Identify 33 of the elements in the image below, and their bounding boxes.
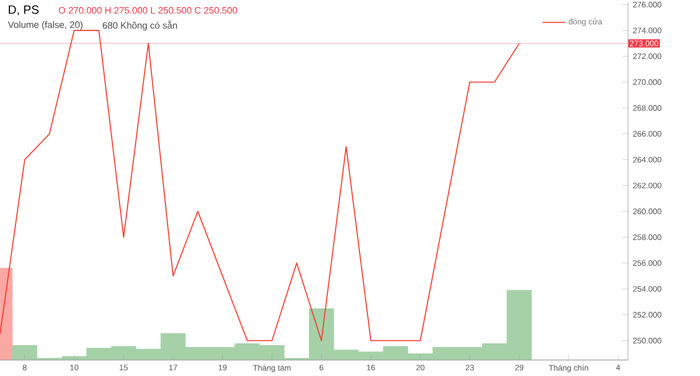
- x-tick-label: Tháng tám: [253, 364, 291, 372]
- annotation: O 270.000 H 275.000 L 250.500 C 250.500: [58, 7, 238, 14]
- y-tick-label: 256.000: [633, 260, 662, 266]
- y-tick-label: 266.000: [633, 130, 662, 137]
- x-tick-label: 15: [120, 364, 128, 370]
- y-tick-label: 260.000: [633, 208, 662, 214]
- x-tick-label: 4: [616, 364, 620, 370]
- y-tick-label: 264.000: [633, 156, 662, 163]
- y-tick-label: 252.000: [633, 312, 662, 318]
- x-tick-label: 8: [22, 364, 27, 370]
- chart-title: D, PS: [8, 5, 39, 16]
- y-tick-label: 276.000: [633, 2, 662, 8]
- y-tick-label: 274.000: [633, 28, 662, 34]
- x-tick-label: 6: [320, 364, 324, 370]
- x-tick-label: 17: [169, 364, 178, 370]
- x-tick-label: 20: [416, 364, 424, 370]
- legend-label: đóng cửa: [568, 18, 602, 26]
- y-tick-label: 258.000: [633, 234, 662, 240]
- y-tick-label: 270.000: [633, 79, 662, 85]
- y-tick-label: 272.000: [633, 53, 662, 60]
- x-tick-label: 19: [218, 364, 227, 370]
- x-tick-label: 29: [515, 364, 524, 370]
- x-tick-label: 23: [466, 364, 474, 370]
- x-tick-label: Tháng chín: [548, 364, 588, 372]
- annotation: Volume (false, 20): [8, 21, 83, 30]
- x-tick-label: 10: [70, 364, 78, 370]
- y-tick-label: 254.000: [633, 286, 662, 292]
- ref-line-label: 273.000: [630, 40, 658, 46]
- y-tick-label: 268.000: [633, 105, 662, 111]
- y-tick-label: 262.000: [633, 182, 662, 188]
- x-tick-label: 16: [367, 364, 375, 370]
- annotation: 680 Không có sẵn: [102, 20, 177, 31]
- y-tick-label: 250.000: [633, 338, 662, 344]
